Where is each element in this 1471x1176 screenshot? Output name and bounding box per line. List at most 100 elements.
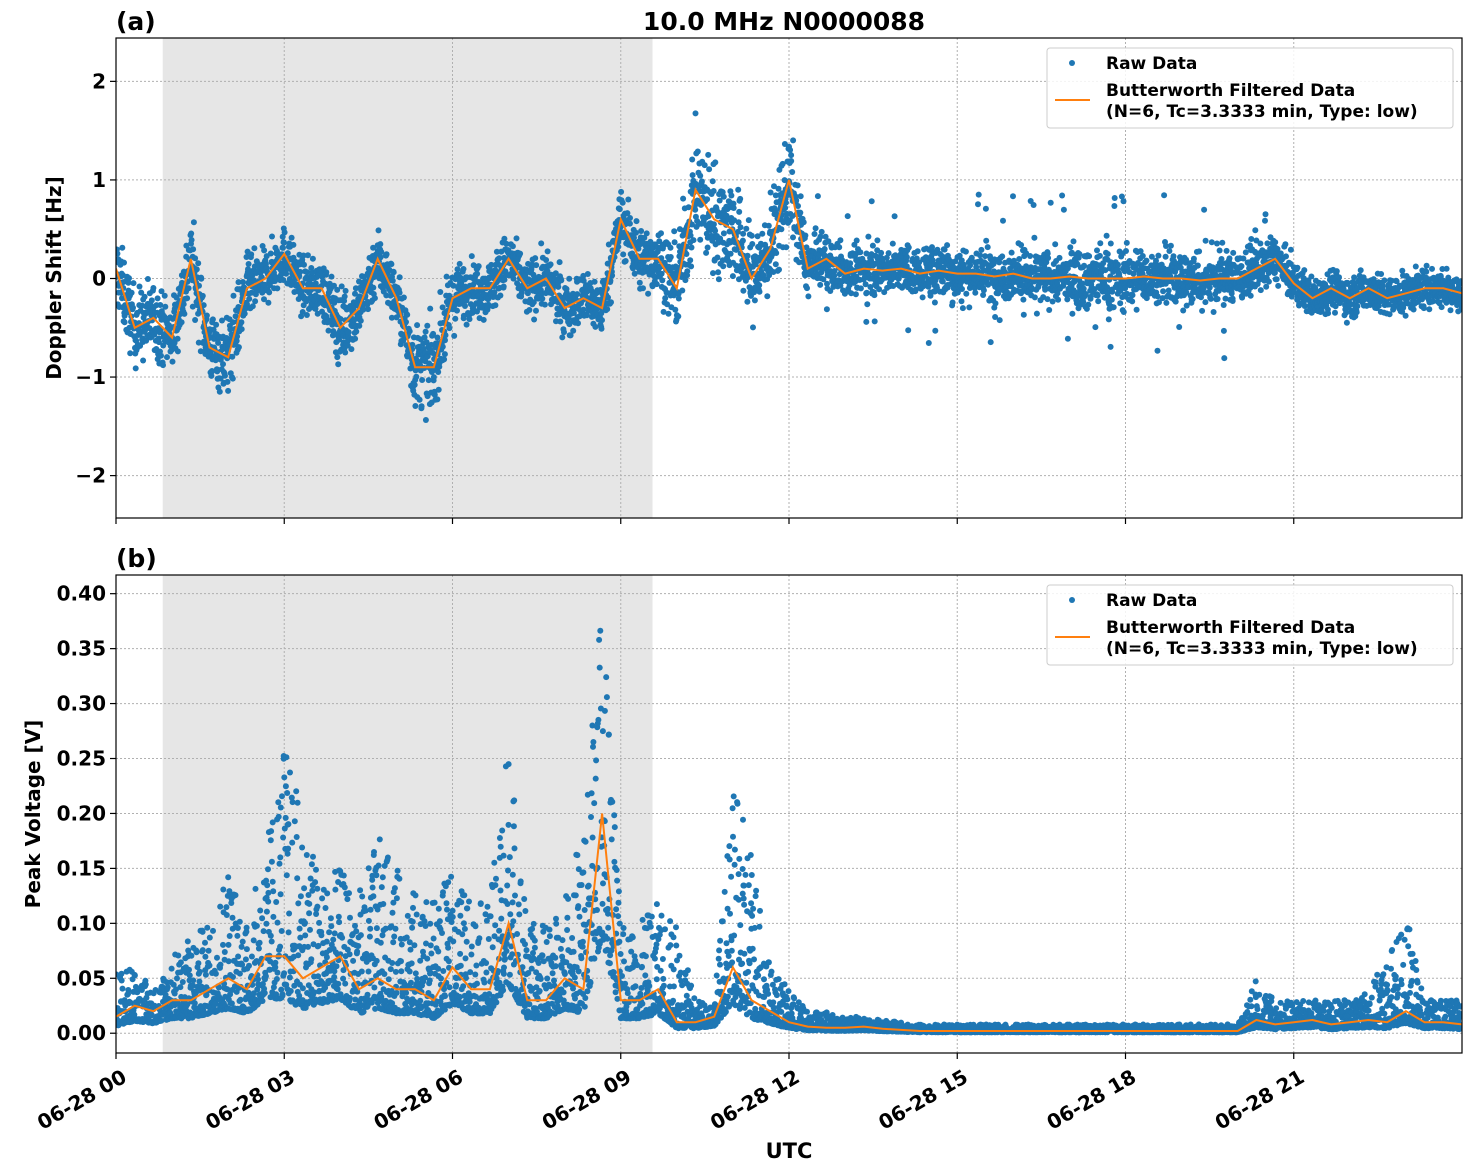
raw-data-point [348, 346, 354, 352]
raw-data-point [539, 296, 545, 302]
raw-data-point [620, 200, 626, 206]
raw-data-point [744, 299, 750, 305]
raw-data-point [735, 187, 741, 193]
raw-data-point [1196, 248, 1202, 254]
raw-data-point [634, 218, 640, 224]
raw-data-point [190, 246, 196, 252]
raw-data-point [608, 299, 614, 305]
raw-data-point [689, 245, 695, 251]
raw-data-point [269, 234, 275, 240]
raw-data-point [1108, 241, 1114, 247]
raw-data-point [198, 276, 204, 282]
raw-data-point [1413, 264, 1419, 270]
raw-data-point [1421, 305, 1427, 311]
raw-data-point [531, 317, 537, 323]
raw-data-point [1230, 250, 1236, 256]
raw-data-point [824, 306, 830, 312]
raw-data-point [427, 306, 433, 312]
raw-data-point [1052, 241, 1058, 247]
raw-data-point [335, 361, 341, 367]
raw-data-point [265, 300, 271, 306]
raw-data-point [599, 326, 605, 332]
raw-data-point [863, 319, 869, 325]
raw-data-point [570, 328, 576, 334]
raw-data-point [703, 250, 709, 256]
raw-data-point [281, 240, 287, 246]
raw-data-point [191, 219, 197, 225]
raw-data-point [978, 247, 984, 253]
raw-data-point [1031, 202, 1037, 208]
raw-data-point [434, 396, 440, 402]
raw-data-point [853, 291, 859, 297]
raw-data-point [239, 326, 245, 332]
raw-data-point [1195, 263, 1201, 269]
raw-data-point [1108, 344, 1114, 350]
raw-data-point [492, 302, 498, 308]
raw-data-point [1190, 296, 1196, 302]
raw-data-point [435, 369, 441, 375]
raw-data-point [502, 277, 508, 283]
raw-data-point [798, 193, 804, 199]
raw-data-point [1272, 239, 1278, 245]
raw-data-point [687, 257, 693, 263]
raw-data-point [533, 308, 539, 314]
raw-data-point [1097, 240, 1103, 246]
raw-data-point [140, 358, 146, 364]
raw-data-point [204, 313, 210, 319]
raw-data-point [1031, 235, 1037, 241]
raw-data-point [158, 353, 164, 359]
raw-data-point [658, 230, 664, 236]
raw-data-point [592, 279, 598, 285]
raw-data-point [1201, 207, 1207, 213]
raw-data-point [1426, 306, 1432, 312]
raw-data-point [414, 322, 420, 328]
raw-data-point [985, 244, 991, 250]
raw-data-point [1085, 302, 1091, 308]
raw-data-point [377, 241, 383, 247]
raw-data-point [1123, 248, 1129, 254]
raw-data-point [181, 311, 187, 317]
raw-data-point [705, 245, 711, 251]
raw-data-point [710, 178, 716, 184]
raw-data-point [1294, 265, 1300, 271]
raw-data-point [711, 188, 717, 194]
raw-data-point [959, 286, 965, 292]
raw-data-point [716, 276, 722, 282]
raw-data-point [452, 316, 458, 322]
raw-data-point [688, 263, 694, 269]
raw-data-point [972, 290, 978, 296]
raw-data-point [133, 365, 139, 371]
raw-data-point [545, 248, 551, 254]
raw-data-point [1203, 238, 1209, 244]
raw-data-point [693, 110, 699, 116]
raw-data-point [557, 259, 563, 265]
raw-data-point [1263, 284, 1269, 290]
raw-data-point [904, 254, 910, 260]
raw-data-point [963, 291, 969, 297]
raw-data-point [434, 335, 440, 341]
raw-data-point [558, 277, 564, 283]
raw-data-point [246, 296, 252, 302]
raw-data-point [1130, 292, 1136, 298]
raw-data-point [633, 230, 639, 236]
raw-data-point [1081, 263, 1087, 269]
raw-data-point [988, 339, 994, 345]
raw-data-point [675, 313, 681, 319]
raw-data-point [837, 237, 843, 243]
raw-data-point [878, 250, 884, 256]
raw-data-point [370, 285, 376, 291]
raw-data-point [746, 217, 752, 223]
raw-data-point [388, 261, 394, 267]
raw-data-point [557, 319, 563, 325]
raw-data-point [699, 178, 705, 184]
raw-data-point [920, 294, 926, 300]
raw-data-point [126, 275, 132, 281]
raw-data-point [731, 205, 737, 211]
raw-data-point [1214, 241, 1220, 247]
raw-data-point [802, 233, 808, 239]
raw-data-point [1209, 239, 1215, 245]
raw-data-point [788, 158, 794, 164]
raw-data-point [1221, 355, 1227, 361]
raw-data-point [464, 322, 470, 328]
